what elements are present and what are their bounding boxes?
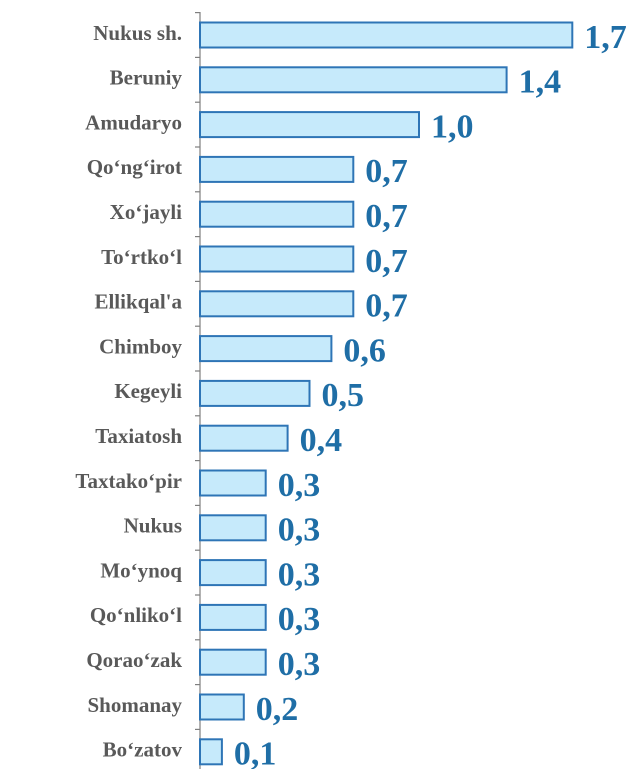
category-label: Taxiatosh (95, 424, 182, 448)
category-label: Qo‘nliko‘l (90, 603, 182, 627)
value-label: 0,7 (365, 153, 408, 190)
value-label: 0,3 (278, 467, 321, 504)
value-label: 1,4 (519, 64, 562, 101)
value-label: 0,1 (234, 736, 277, 769)
category-label: Amudaryo (85, 110, 182, 134)
bar (199, 290, 355, 318)
value-label: 0,7 (365, 288, 408, 325)
category-label: Qo‘ng‘irot (87, 155, 182, 179)
bar (199, 603, 267, 631)
bar (199, 693, 245, 721)
value-label: 1,0 (431, 108, 474, 145)
category-label: Qorao‘zak (86, 648, 182, 672)
bar (199, 335, 333, 363)
bar (199, 66, 508, 94)
value-label: 0,6 (343, 332, 386, 369)
bar (199, 648, 267, 676)
value-label: 0,5 (322, 377, 365, 414)
value-label: 0,3 (278, 646, 321, 683)
category-label: Bo‘zatov (103, 738, 183, 762)
category-label: Mo‘ynoq (100, 558, 182, 582)
value-label: 0,2 (256, 691, 298, 728)
bar (199, 424, 289, 452)
category-label: To‘rtko‘l (101, 245, 182, 269)
category-label: Ellikqal'a (94, 290, 182, 314)
value-label: 0,4 (300, 422, 343, 459)
value-label: 0,3 (278, 601, 321, 638)
category-label: Nukus (124, 514, 182, 538)
bar (199, 111, 420, 139)
bar (199, 155, 355, 183)
category-label: Beruniy (110, 66, 183, 90)
value-label: 0,7 (365, 198, 408, 235)
value-label: 0,7 (365, 243, 408, 280)
value-label: 0,3 (278, 556, 321, 593)
category-label: Nukus sh. (93, 21, 182, 45)
bar (199, 559, 267, 587)
bar (199, 379, 311, 407)
value-label: 0,3 (278, 512, 321, 549)
category-label: Shomanay (87, 693, 182, 717)
category-label: Chimboy (99, 334, 182, 358)
category-label: Taxtako‘pir (75, 469, 182, 493)
category-label: Xo‘jayli (110, 200, 182, 224)
value-label: 1,7 (584, 19, 627, 56)
bar (199, 245, 355, 273)
bar (199, 514, 267, 542)
bar (199, 200, 355, 228)
bar (199, 21, 574, 49)
bar (199, 469, 267, 497)
bar (199, 738, 223, 766)
category-label: Kegeyli (114, 379, 182, 403)
